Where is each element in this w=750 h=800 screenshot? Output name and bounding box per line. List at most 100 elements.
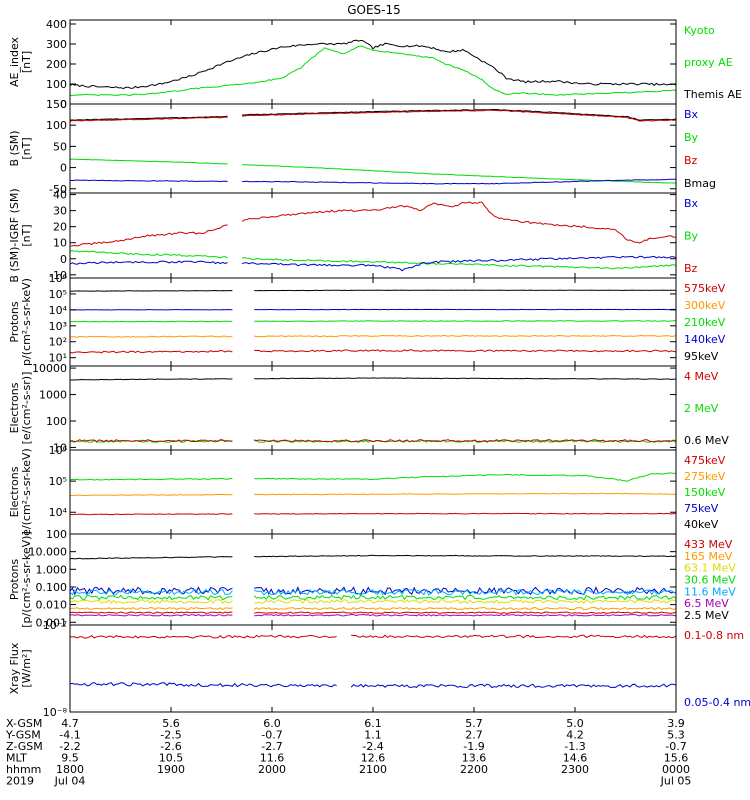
y-axis-label: B (SM) (8, 130, 21, 166)
ephemeris-value: 10.5 (159, 752, 184, 765)
ephemeris-row-label: Z-GSM (6, 740, 43, 753)
panel-3: -10 0 10 20 30 40 B (SM)-IGRF (SM) [nT] Bx By Bz (8, 188, 699, 282)
y-tick-label: 400 (46, 18, 67, 31)
y-axis-label: AE_index (8, 36, 21, 87)
ephemeris-value: 14.6 (563, 752, 588, 765)
ephemeris-value: -2.2 (59, 740, 80, 753)
y-axis-label: [nT] (20, 224, 33, 246)
y-tick-label: 100 (46, 528, 67, 541)
legend-label: 210keV (684, 316, 726, 329)
y-tick-label: 20 (53, 221, 67, 234)
y-axis-label: [p/(cm²-s-sr-keV)] (20, 531, 33, 628)
panel-frame (69, 533, 677, 626)
ephemeris-value: 5.3 (667, 729, 685, 742)
y-axis-label: [nT] (20, 137, 33, 159)
ephemeris-value: -4.1 (59, 729, 80, 742)
plot-title: GOES-15 (347, 3, 401, 17)
y-tick-label: 10¹ (49, 352, 67, 365)
ephemeris-value: 1.1 (364, 729, 382, 742)
y-tick-label: -10 (49, 269, 67, 282)
series-line-red (69, 109, 677, 122)
y-axis-label: Xray Flux (8, 642, 21, 694)
legend-label: 2 MeV (684, 402, 719, 415)
y-tick-label: 0.010 (36, 599, 68, 612)
ephemeris-value: -1.9 (463, 740, 484, 753)
legend-label: 165 MeV (684, 550, 733, 563)
y-tick-label: 100 (46, 78, 67, 91)
ephemeris-row-label: 2019 (6, 775, 34, 788)
legend-label: 0.05-0.4 nm (684, 696, 750, 709)
y-axis-label: Protons (8, 559, 21, 600)
series-line-red (70, 634, 677, 639)
y-tick-label: 0 (60, 162, 67, 175)
series-line-red (69, 611, 677, 614)
ephemeris-value: 5.6 (162, 717, 180, 730)
series-line-blue (69, 178, 677, 185)
series-line-green (69, 158, 676, 184)
ephemeris-value: 4.7 (61, 717, 79, 730)
ephemeris-value: 2.7 (465, 729, 483, 742)
y-tick-label: 10³ (49, 320, 67, 333)
ephemeris-value: -2.4 (362, 740, 383, 753)
legend-label: Bz (684, 262, 698, 275)
legend-label: By (684, 131, 699, 144)
ephemeris-value: 3.9 (667, 717, 685, 730)
series-line-green (69, 594, 677, 601)
y-tick-label: 10⁴ (49, 304, 68, 317)
y-axis-label: [e/(cm²-s-sr)] (20, 372, 33, 445)
panel-7: 0.001 0.010 0.100 1.000 10.000 100 Protons [p/(… (8, 528, 736, 629)
ephemeris-value: -0.7 (665, 740, 686, 753)
series-line-blue (69, 255, 677, 272)
legend-label: proxy AE (684, 56, 733, 69)
legend-label: 2.5 MeV (684, 609, 729, 622)
y-tick-label: 10⁵ (49, 475, 67, 488)
series-line-red (69, 512, 677, 516)
ephemeris-value: Jul 04 (54, 775, 86, 788)
y-tick-label: 0.100 (36, 581, 68, 594)
ephemeris-value: 13.6 (462, 752, 487, 765)
panel-6: 10⁴ 10⁵ 10⁶ Electrons e/(cm²-s-sr-keV) 475keV… (8, 444, 726, 536)
y-axis-label: [nT] (20, 51, 33, 73)
y-tick-label: -50 (49, 183, 67, 196)
series-line-blue (70, 308, 677, 311)
series-line-black (69, 554, 677, 560)
legend-label: 11.6 MeV (684, 585, 736, 598)
time-axis-ephemeris: X-GSM 4.7 5.6 6.0 6.1 5.7 5.0 3.9Y-GSM -4.1 -2.5-… (5, 717, 691, 788)
ephemeris-value: -2.7 (261, 740, 282, 753)
y-tick-label: 10⁻⁷ (43, 619, 67, 632)
legend-label: Bz (684, 154, 698, 167)
y-tick-label: 10⁻⁸ (43, 706, 68, 719)
series-line-orange (69, 492, 677, 497)
series-line-green (69, 45, 677, 97)
series-line-green (69, 472, 677, 482)
ephemeris-row-label: hhmm (6, 763, 41, 776)
legend-label: 140keV (684, 333, 726, 346)
series-line-red (69, 439, 677, 443)
y-tick-label: 1.000 (36, 563, 68, 576)
y-axis-label: Electrons (8, 382, 21, 433)
ephemeris-value: 9.5 (61, 752, 79, 765)
panel-2: -50 0 50 100 150 B (SM) [nT] Bx By Bz Bmag (8, 98, 716, 196)
ephemeris-value: 6.1 (364, 717, 382, 730)
legend-label: 0.1-0.8 nm (684, 629, 744, 642)
ephemeris-value: 0000 (662, 763, 690, 776)
legend-label: 433 MeV (684, 538, 733, 551)
legend-label: Kyoto (684, 24, 715, 37)
series-line-green (69, 320, 677, 323)
legend-label: 6.5 MeV (684, 597, 729, 610)
legend-label: 30.6 MeV (684, 574, 736, 587)
ephemeris-value: Jul 05 (660, 775, 692, 788)
legend-label: 95keV (684, 350, 719, 363)
series-line-blue (69, 681, 677, 689)
y-tick-label: 10⁴ (49, 506, 68, 519)
legend-label: 63.1 MeV (684, 562, 736, 575)
legend-label: Bx (684, 108, 699, 121)
ephemeris-value: 2000 (258, 763, 286, 776)
ephemeris-value: -1.3 (564, 740, 585, 753)
panel-1: 0 100 200 300 400 AE_index [nT] Kyoto proxy AE Th… (8, 18, 742, 111)
series-line-purple (69, 613, 677, 617)
y-tick-label: 10 (53, 237, 67, 250)
legend-label: 475keV (684, 454, 726, 467)
